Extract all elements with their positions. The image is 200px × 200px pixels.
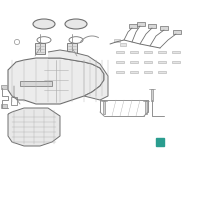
Bar bbox=[116, 61, 124, 63]
Bar bbox=[144, 51, 152, 53]
Bar bbox=[130, 71, 138, 73]
Bar bbox=[137, 22, 145, 26]
Bar bbox=[172, 51, 180, 53]
Bar bbox=[20, 81, 52, 86]
Bar bbox=[11, 97, 17, 105]
Bar bbox=[160, 26, 168, 30]
Bar bbox=[173, 30, 181, 34]
Bar bbox=[145, 101, 147, 114]
Bar bbox=[158, 61, 166, 63]
Bar bbox=[116, 51, 124, 53]
Bar bbox=[151, 89, 153, 101]
Bar bbox=[1, 104, 7, 108]
Bar bbox=[130, 51, 138, 53]
Bar bbox=[120, 43, 126, 46]
Ellipse shape bbox=[65, 19, 87, 29]
PathPatch shape bbox=[8, 58, 104, 104]
PathPatch shape bbox=[48, 50, 108, 100]
Bar bbox=[156, 138, 164, 146]
Bar bbox=[144, 71, 152, 73]
Bar bbox=[129, 24, 137, 28]
Bar bbox=[35, 43, 45, 54]
Bar bbox=[148, 24, 156, 28]
Bar bbox=[1, 85, 7, 89]
Bar bbox=[158, 51, 166, 53]
Bar bbox=[172, 61, 180, 63]
Bar bbox=[67, 43, 77, 54]
Bar bbox=[158, 71, 166, 73]
Bar bbox=[116, 71, 124, 73]
Bar bbox=[114, 39, 120, 42]
Bar bbox=[130, 61, 138, 63]
Bar bbox=[103, 101, 105, 114]
Ellipse shape bbox=[33, 19, 55, 29]
Bar bbox=[144, 61, 152, 63]
PathPatch shape bbox=[8, 108, 60, 146]
